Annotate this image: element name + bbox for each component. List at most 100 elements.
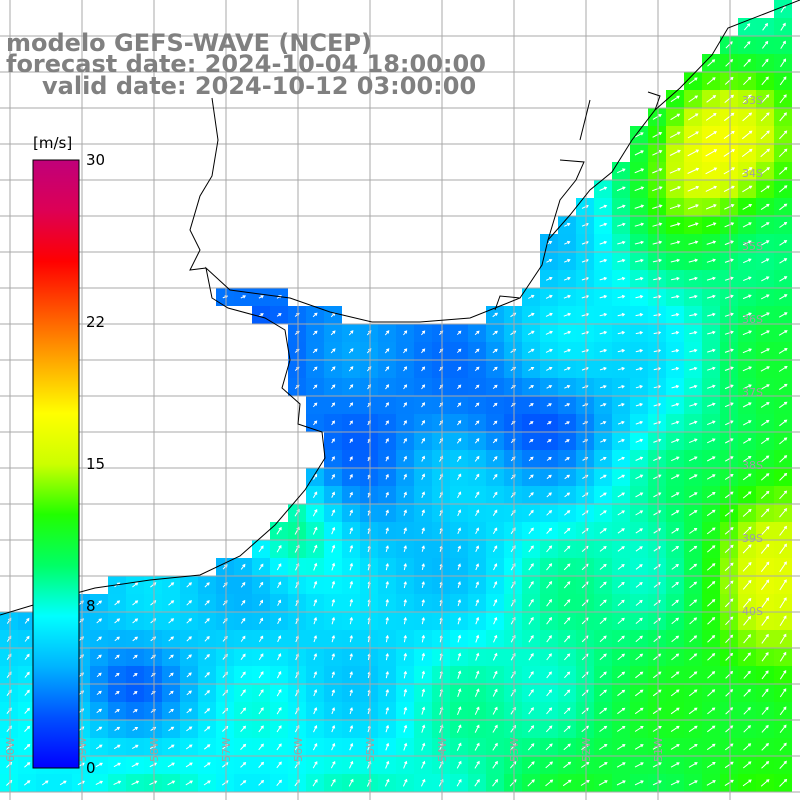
wind-arrow bbox=[403, 545, 407, 553]
wind-arrow bbox=[581, 348, 590, 353]
wind-arrow bbox=[403, 402, 407, 408]
wind-arrow bbox=[385, 634, 389, 643]
wind-arrow bbox=[689, 599, 698, 607]
wind-arrow bbox=[689, 402, 698, 407]
wind-arrow bbox=[706, 456, 716, 462]
wind-arrow bbox=[564, 457, 570, 461]
wind-arrow bbox=[330, 384, 336, 390]
wind-arrow bbox=[474, 348, 480, 354]
wind-arrow bbox=[581, 743, 590, 751]
wind-arrow bbox=[331, 616, 336, 625]
wind-arrow bbox=[725, 670, 734, 679]
wind-arrow bbox=[421, 742, 426, 751]
wind-arrow bbox=[474, 742, 480, 751]
wind-arrow bbox=[546, 545, 553, 553]
wind-arrow bbox=[599, 528, 607, 534]
wind-arrow bbox=[385, 402, 389, 408]
wind-arrow bbox=[598, 780, 608, 786]
wind-arrow bbox=[349, 760, 354, 769]
wind-arrow bbox=[724, 312, 734, 317]
wind-arrow bbox=[600, 403, 607, 407]
wind-arrow bbox=[528, 403, 534, 407]
wind-arrow bbox=[167, 780, 176, 786]
wind-arrow bbox=[563, 617, 571, 625]
wind-arrow bbox=[761, 742, 769, 751]
wind-arrow bbox=[760, 348, 770, 354]
wind-arrow bbox=[779, 76, 787, 86]
wind-arrow bbox=[421, 706, 426, 715]
wind-arrow bbox=[457, 634, 462, 643]
wind-arrow bbox=[760, 366, 770, 372]
wind-arrow bbox=[331, 598, 336, 607]
wind-arrow bbox=[617, 222, 626, 227]
wind-arrow bbox=[761, 579, 770, 591]
wind-arrow bbox=[474, 779, 480, 787]
wind-arrow bbox=[689, 438, 698, 444]
wind-arrow bbox=[421, 724, 426, 733]
wind-arrow bbox=[492, 366, 498, 371]
wind-arrow bbox=[330, 760, 336, 769]
wind-arrow bbox=[349, 689, 353, 697]
wind-arrow bbox=[168, 654, 174, 660]
wind-arrow bbox=[349, 671, 353, 679]
wind-arrow bbox=[492, 348, 498, 354]
longitude-label: 57W bbox=[220, 737, 233, 762]
wind-arrow bbox=[186, 654, 192, 660]
wind-arrow bbox=[132, 709, 138, 713]
wind-arrow bbox=[276, 526, 282, 535]
wind-arrow bbox=[724, 240, 734, 246]
wind-arrow bbox=[688, 258, 699, 263]
wind-arrow bbox=[546, 707, 553, 715]
wind-arrow bbox=[349, 527, 354, 535]
wind-arrow bbox=[705, 149, 718, 157]
wind-arrow bbox=[688, 77, 698, 85]
wind-arrow bbox=[403, 760, 408, 769]
wind-arrow bbox=[349, 707, 354, 715]
wind-arrow bbox=[276, 779, 282, 787]
wind-arrow bbox=[312, 312, 318, 318]
wind-arrow bbox=[527, 779, 535, 787]
wind-arrow bbox=[546, 671, 552, 679]
longitude-label: 52W bbox=[580, 737, 593, 762]
wind-arrow bbox=[492, 330, 498, 336]
wind-arrow bbox=[457, 652, 462, 661]
wind-arrow bbox=[96, 726, 103, 732]
wind-arrow bbox=[492, 402, 498, 407]
wind-arrow bbox=[349, 616, 354, 625]
wind-arrow bbox=[688, 743, 698, 750]
wind-arrow bbox=[653, 653, 662, 661]
wind-arrow bbox=[492, 670, 498, 679]
wind-arrow bbox=[760, 130, 770, 140]
wind-arrow bbox=[635, 546, 643, 552]
wind-arrow bbox=[240, 635, 246, 642]
wind-arrow bbox=[600, 421, 607, 425]
wind-arrow bbox=[528, 725, 535, 733]
wind-arrow bbox=[546, 439, 552, 443]
wind-arrow bbox=[546, 421, 552, 425]
wind-arrow bbox=[95, 780, 104, 786]
wind-arrow bbox=[724, 491, 734, 499]
wind-arrow bbox=[385, 438, 389, 444]
wind-arrow bbox=[457, 527, 462, 534]
wind-arrow bbox=[528, 367, 535, 371]
wind-arrow bbox=[403, 652, 408, 661]
wind-arrow bbox=[688, 492, 698, 498]
wind-arrow bbox=[240, 707, 247, 715]
wind-arrow bbox=[258, 635, 264, 642]
wind-arrow bbox=[23, 780, 31, 786]
wind-arrow bbox=[687, 167, 700, 174]
wind-arrow bbox=[779, 669, 787, 680]
longitude-label: 56W bbox=[292, 737, 305, 762]
wind-arrow bbox=[203, 762, 211, 768]
wind-arrow bbox=[258, 581, 264, 588]
wind-arrow bbox=[564, 421, 570, 425]
latitude-label: 37S bbox=[742, 386, 763, 399]
wind-arrow bbox=[349, 634, 353, 643]
wind-arrow bbox=[385, 509, 389, 516]
latitude-label: 40S bbox=[742, 605, 763, 618]
wind-arrow bbox=[456, 473, 462, 480]
wind-arrow bbox=[457, 563, 461, 570]
river-plate-coast bbox=[189, 91, 661, 311]
wind-arrow bbox=[760, 490, 770, 499]
